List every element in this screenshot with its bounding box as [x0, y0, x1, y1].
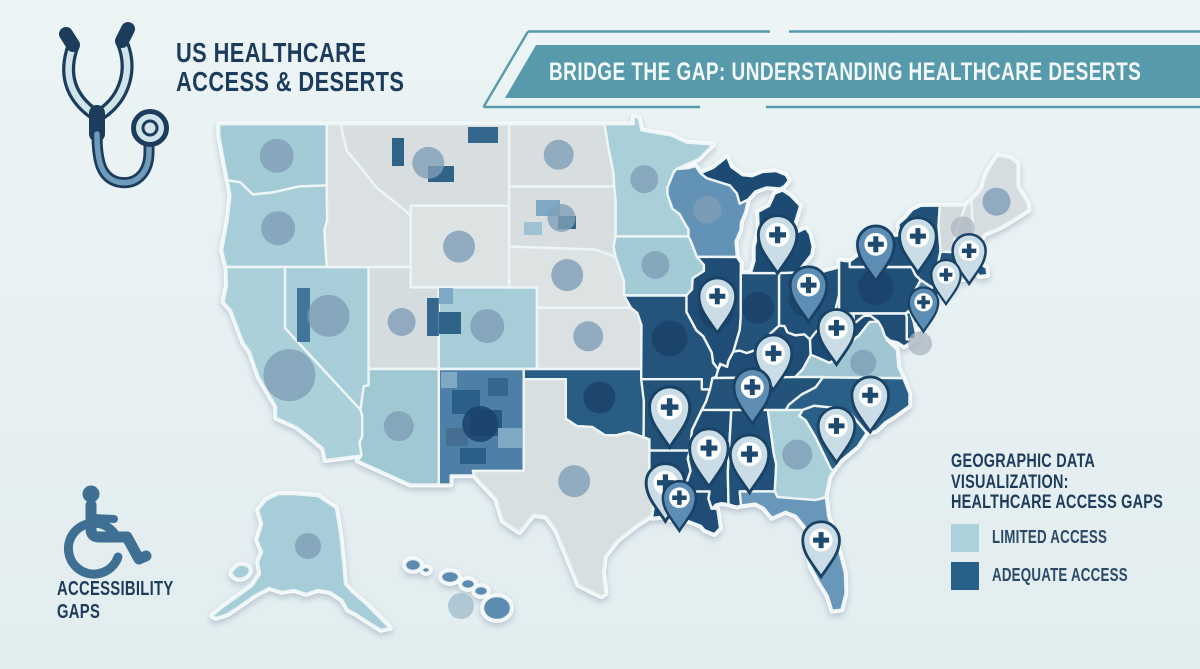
- legend-label-limited: LIMITED ACCESS: [992, 527, 1108, 547]
- state-MD: [852, 312, 917, 348]
- state-AK: [210, 492, 392, 632]
- dot-MT: [412, 146, 445, 179]
- patch-NM: [446, 428, 468, 446]
- dot-NM: [462, 406, 499, 442]
- dot-NV: [307, 294, 350, 337]
- pin-SC: [816, 406, 857, 466]
- dot-HI: [448, 593, 474, 619]
- patch-NV: [297, 288, 310, 342]
- state-HI: [403, 557, 513, 622]
- dot-AZ: [383, 411, 414, 442]
- pin-IL: [697, 276, 738, 336]
- dot-OK: [583, 381, 616, 414]
- patch-CO: [439, 288, 453, 304]
- dot-GA: [782, 439, 813, 470]
- pin-WV: [816, 308, 857, 368]
- patch-CO: [439, 312, 461, 334]
- pin-CT: [930, 259, 962, 307]
- pin-OH: [788, 265, 829, 325]
- pin-NJ: [907, 286, 940, 334]
- dot-KS: [573, 321, 604, 352]
- page-title-line1: US HEALTHCARE: [176, 37, 367, 68]
- dot-ME: [982, 187, 1011, 216]
- patch-SD: [524, 222, 542, 235]
- pin-NC: [850, 375, 890, 435]
- page-title-line2: ACCESS & DESERTS: [176, 66, 405, 97]
- patch-NM: [488, 378, 508, 396]
- map-dots: [259, 138, 1011, 619]
- stethoscope-chestpiece: [131, 109, 169, 147]
- dot-PA: [857, 269, 894, 306]
- accessibility-caption: ACCESSIBILITY GAPS: [57, 578, 174, 623]
- patch-NM: [498, 428, 522, 448]
- dot-WI: [693, 195, 722, 224]
- pin-NY-WEST: [856, 224, 896, 284]
- dot-ND: [543, 139, 574, 170]
- pin-MS: [688, 427, 730, 490]
- dot-DELMARVA: [908, 331, 932, 356]
- pin-TN: [732, 367, 773, 427]
- dot-TX: [558, 465, 591, 498]
- page-title: US HEALTHCARE ACCESS & DESERTS: [176, 38, 469, 96]
- map-legend: GEOGRAPHIC DATA VISUALIZATION: HEALTHCAR…: [951, 451, 1200, 590]
- dot-IA: [641, 250, 670, 279]
- dot-SD: [547, 204, 576, 232]
- legend-swatch-adequate: [951, 561, 979, 590]
- banner-parallelogram: [505, 45, 1200, 98]
- pin-AL: [728, 433, 771, 496]
- patch-NM: [441, 372, 457, 388]
- pin-AR: [647, 385, 692, 451]
- pin-MI: [756, 214, 799, 277]
- dot-IN: [742, 291, 774, 324]
- dot-NE: [551, 259, 584, 292]
- pin-FL: [801, 520, 841, 580]
- dot-AK: [295, 533, 321, 559]
- banner-outline: [482, 30, 1200, 109]
- dot-WY: [443, 230, 476, 263]
- legend-title: GEOGRAPHIC DATA VISUALIZATION: HEALTHCAR…: [951, 451, 1164, 513]
- patch-NM: [460, 448, 486, 464]
- dot-VA: [850, 349, 877, 376]
- pin-NY-EAST: [898, 216, 938, 276]
- dot-MO: [651, 320, 688, 357]
- dot-MN: [630, 165, 659, 194]
- patch-UT: [427, 298, 439, 336]
- patch-MT: [392, 138, 404, 166]
- dot-WA: [259, 138, 294, 173]
- legend-item-limited: LIMITED ACCESS: [951, 523, 1200, 552]
- legend-label-adequate: ADEQUATE ACCESS: [992, 565, 1128, 585]
- pin-LA-EAST: [661, 479, 698, 534]
- patch-MT: [468, 127, 498, 143]
- dot-CO: [470, 309, 505, 344]
- legend-item-adequate: ADEQUATE ACCESS: [951, 561, 1200, 590]
- wheelchair-head: [82, 485, 100, 503]
- map-pins: [644, 214, 987, 580]
- dot-OR: [261, 211, 296, 246]
- dot-CA: [263, 349, 316, 402]
- banner-headline: BRIDGE THE GAP: UNDERSTANDING HEALTHCARE…: [549, 58, 1142, 86]
- dot-UT: [387, 308, 416, 336]
- legend-swatch-limited: [951, 523, 979, 552]
